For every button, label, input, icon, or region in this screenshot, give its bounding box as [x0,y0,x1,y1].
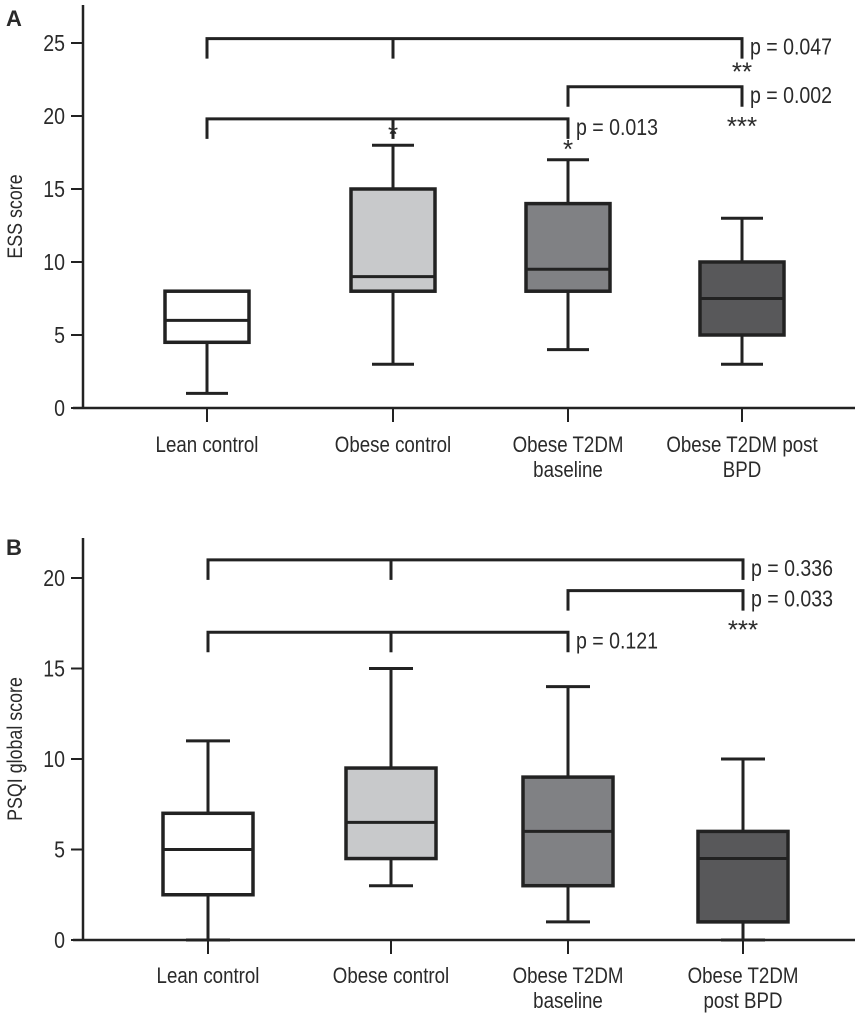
significance-stars: *** [727,111,757,141]
x-category-label: Obese T2DM [513,965,624,989]
significance-stars: *** [728,615,758,645]
p-value-label: p = 0.047 [750,34,832,60]
x-category-label: Obese T2DM post [666,434,818,458]
y-tick-label: 25 [43,31,65,57]
significance-bracket [566,85,744,107]
x-category-label: baseline [533,459,603,483]
x-category-label: Lean control [156,434,259,458]
box [163,289,251,345]
x-category-label: Obese control [333,965,449,989]
p-value-label: p = 0.013 [576,114,658,140]
y-tick-label: 0 [54,928,65,954]
box [344,766,438,861]
significance-stars: * [388,119,398,149]
x-category-label: Obese T2DM [513,434,624,458]
y-tick-label: 20 [43,104,65,130]
y-axis-label: PSQI global score [4,677,28,821]
box [696,829,790,924]
y-tick-label: 5 [54,323,65,349]
y-tick-label: 5 [54,837,65,863]
x-category-label: post BPD [704,990,783,1014]
p-value-label: p = 0.002 [750,82,832,108]
y-tick-label: 20 [43,566,65,592]
y-tick-label: 0 [54,396,65,422]
y-axis-label: ESS score [4,174,28,258]
x-category-label: Lean control [157,965,260,989]
significance-stars: ** [732,57,752,87]
box [524,201,612,293]
significance-bracket [205,37,744,59]
significance-bracket [205,117,570,139]
significance-stars: * [563,134,573,164]
x-category-label: baseline [533,990,603,1014]
box [349,187,437,293]
panel-a: A 0 5 10 15 20 25 ESS score Lean control Obese co… [4,5,855,482]
p-value-label: p = 0.336 [751,555,833,581]
panel-b: B 0 5 10 15 20 PSQI global score Lean control Ob… [4,535,855,1013]
p-value-label: p = 0.121 [576,628,658,654]
y-tick-label: 10 [43,747,65,773]
x-category-label: Obese T2DM [688,965,799,989]
x-category-label: Obese control [335,434,451,458]
significance-bracket [206,630,570,653]
box [161,811,255,897]
y-tick-label: 15 [43,656,65,682]
p-value-label: p = 0.033 [751,586,833,612]
significance-bracket [566,589,745,611]
x-category-label: BPD [723,459,761,483]
y-tick-label: 10 [43,250,65,276]
y-tick-label: 15 [43,177,65,203]
panel-letter: A [6,6,22,31]
panel-letter: B [6,535,22,560]
significance-bracket [206,558,745,580]
